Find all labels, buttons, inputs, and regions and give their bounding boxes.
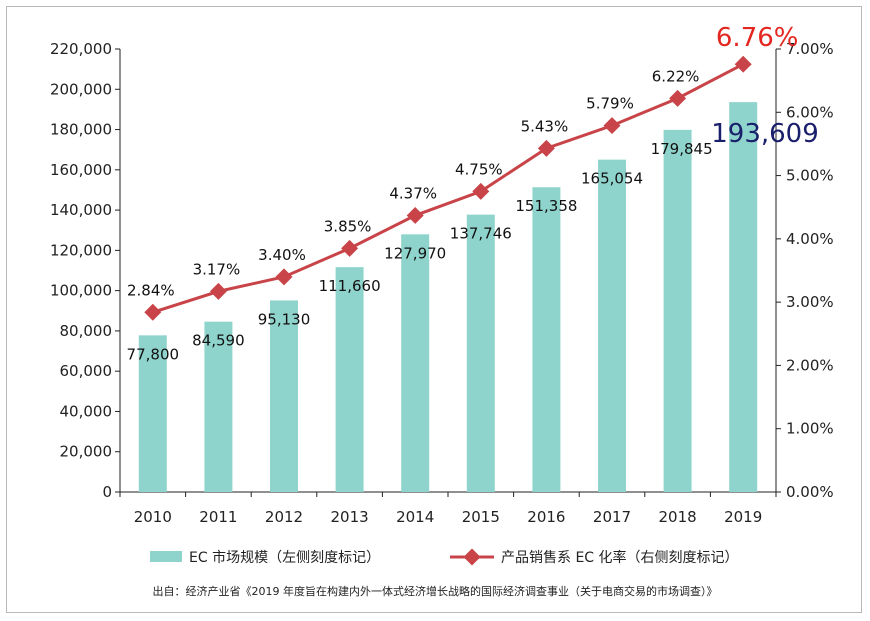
- line-point: [406, 206, 424, 224]
- right-tick-label: 5.00%: [786, 167, 834, 185]
- right-tick-label: 3.00%: [786, 293, 834, 311]
- bar-value-label-highlight: 193,609: [711, 119, 819, 149]
- bar: [401, 234, 430, 493]
- bar-value-label: 179,845: [651, 140, 713, 158]
- right-tick-label: 2.00%: [786, 356, 834, 374]
- bar: [466, 214, 495, 492]
- chart-frame: [6, 6, 862, 613]
- bar: [270, 300, 298, 492]
- line-value-label: 4.75%: [455, 160, 503, 178]
- x-tick-label: 2015: [462, 508, 500, 526]
- line-series: [152, 62, 744, 314]
- line-point: [603, 117, 621, 135]
- line-value-label: 3.40%: [258, 246, 306, 264]
- bar: [532, 187, 561, 492]
- bar-value-label: 137,746: [450, 225, 512, 243]
- line-value-label: 4.37%: [389, 184, 437, 202]
- legend-bar-label: EC 市场规模（左侧刻度标记）: [189, 549, 380, 566]
- right-tick-label: 6.00%: [786, 103, 834, 121]
- right-tick-label: 4.00%: [786, 230, 834, 248]
- line-point: [144, 303, 162, 321]
- bar: [598, 159, 626, 492]
- line-value-label: 3.17%: [193, 260, 241, 278]
- line-point: [341, 239, 359, 257]
- left-tick-label: 160,000: [50, 161, 112, 179]
- x-tick-label: 2017: [593, 508, 631, 526]
- bar-value-label: 77,800: [127, 345, 180, 363]
- left-tick-label: 0: [102, 483, 112, 501]
- x-tick-label: 2011: [199, 508, 237, 526]
- bar: [663, 129, 692, 492]
- left-tick-label: 60,000: [60, 362, 113, 380]
- left-tick-label: 40,000: [60, 402, 113, 420]
- line-value-label-highlight: 6.76%: [716, 23, 799, 53]
- right-tick-label: 7.00%: [786, 40, 834, 58]
- x-tick-label: 2016: [527, 508, 565, 526]
- right-tick-label: 1.00%: [786, 420, 834, 438]
- line-value-label: 3.85%: [324, 217, 372, 235]
- x-tick-label: 2019: [724, 508, 762, 526]
- x-tick-label: 2012: [265, 508, 303, 526]
- left-tick-label: 180,000: [50, 121, 112, 139]
- left-tick-label: 20,000: [60, 443, 113, 461]
- line-value-label: 2.84%: [127, 281, 175, 299]
- bar: [138, 335, 167, 492]
- left-tick-label: 200,000: [50, 80, 112, 98]
- line-point: [537, 139, 555, 157]
- line-point: [734, 55, 752, 73]
- x-tick-label: 2013: [331, 508, 369, 526]
- x-tick-label: 2014: [396, 508, 434, 526]
- left-tick-label: 80,000: [60, 322, 113, 340]
- right-tick-label: 0.00%: [786, 483, 834, 501]
- bar-value-label: 127,970: [384, 244, 446, 262]
- x-tick-label: 2018: [659, 508, 697, 526]
- bar: [335, 267, 364, 492]
- x-tick-label: 2010: [134, 508, 172, 526]
- left-tick-label: 120,000: [50, 241, 112, 259]
- line-point: [209, 282, 227, 300]
- source-note: 出自：经济产业省《2019 年度旨在构建内外一体式经济增长战略的国际经济调查事业…: [153, 584, 718, 598]
- line-point: [472, 182, 490, 200]
- legend-line-marker: [463, 548, 481, 566]
- line-value-label: 5.79%: [586, 95, 634, 113]
- legend-bar-swatch: [150, 551, 182, 562]
- left-tick-label: 100,000: [50, 282, 112, 300]
- line-value-label: 5.43%: [521, 117, 569, 135]
- legend-line-label: 产品销售系 EC 化率（右侧刻度标记）: [501, 549, 739, 566]
- line-point: [275, 268, 293, 286]
- bar: [729, 102, 758, 492]
- left-tick-label: 220,000: [50, 40, 112, 58]
- left-tick-label: 140,000: [50, 201, 112, 219]
- bar-value-label: 84,590: [192, 332, 245, 350]
- bar-value-label: 95,130: [258, 310, 311, 328]
- bar-value-label: 151,358: [515, 197, 577, 215]
- line-value-label: 6.22%: [652, 67, 700, 85]
- bar: [204, 321, 233, 492]
- line-point: [669, 89, 687, 107]
- bar-value-label: 165,054: [581, 170, 643, 188]
- bar-value-label: 111,660: [319, 277, 381, 295]
